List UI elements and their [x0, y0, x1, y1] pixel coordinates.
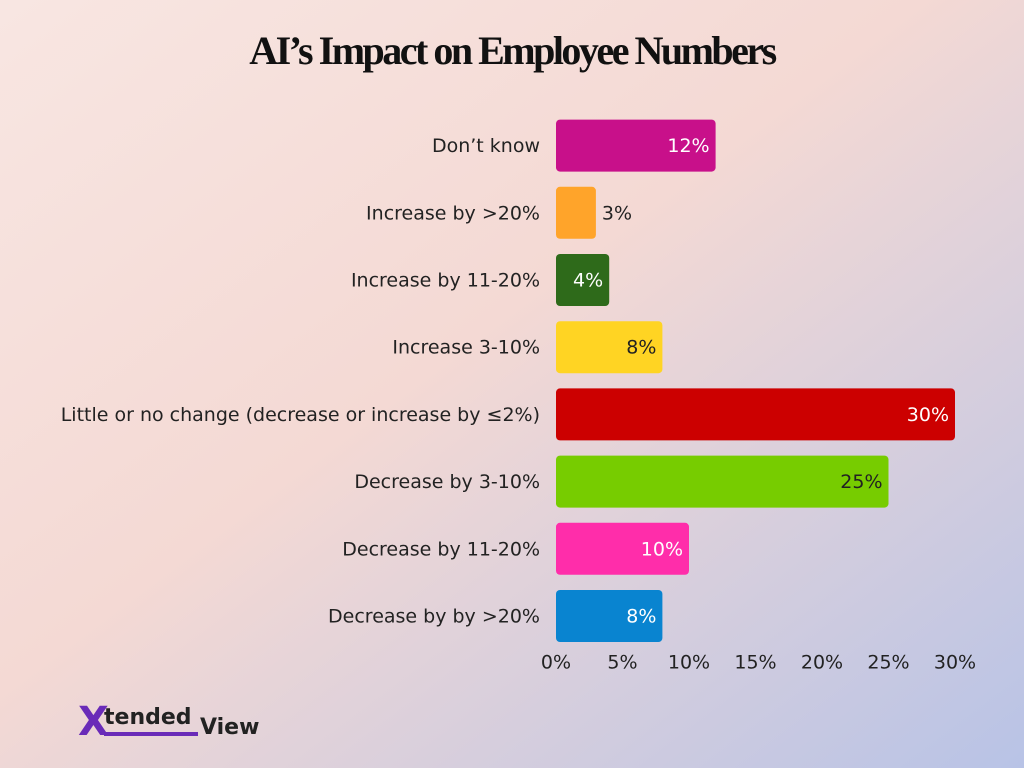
bar — [556, 522, 689, 575]
value-label: 8% — [626, 337, 656, 359]
logo: X tended View — [78, 699, 259, 745]
value-label: 8% — [626, 606, 656, 628]
value-label: 30% — [907, 404, 949, 426]
bar — [556, 321, 663, 374]
x-tick-label: 10% — [668, 652, 710, 674]
logo-text: tended — [104, 705, 192, 730]
x-tick-label: 20% — [801, 652, 843, 674]
value-label: 4% — [573, 270, 603, 292]
chart-title: AI’s Impact on Employee Numbers — [249, 28, 776, 73]
x-tick-label: 15% — [734, 652, 776, 674]
category-label: Don’t know — [432, 135, 540, 157]
bar — [556, 388, 955, 441]
x-tick-label: 30% — [934, 652, 976, 674]
category-label: Little or no change (decrease or increas… — [61, 404, 540, 426]
category-label: Decrease by 3-10% — [354, 471, 540, 493]
x-tick-label: 5% — [607, 652, 637, 674]
bar — [556, 186, 596, 239]
bar — [556, 254, 610, 306]
category-label: Decrease by by >20% — [328, 606, 540, 628]
category-label: Increase by >20% — [366, 202, 540, 224]
value-label: 10% — [641, 538, 683, 560]
category-label: Increase by 11-20% — [351, 270, 540, 292]
logo-mark: X — [78, 699, 109, 745]
logo-text: View — [200, 715, 259, 740]
x-tick-label: 0% — [541, 652, 571, 674]
category-label: Increase 3-10% — [392, 337, 540, 359]
value-label: 3% — [602, 202, 632, 224]
bar — [556, 455, 889, 508]
x-tick-label: 25% — [867, 652, 909, 674]
value-label: 25% — [840, 471, 882, 493]
bar — [556, 119, 716, 172]
category-label: Decrease by 11-20% — [342, 538, 540, 560]
bar — [556, 590, 663, 642]
value-label: 12% — [667, 135, 709, 157]
